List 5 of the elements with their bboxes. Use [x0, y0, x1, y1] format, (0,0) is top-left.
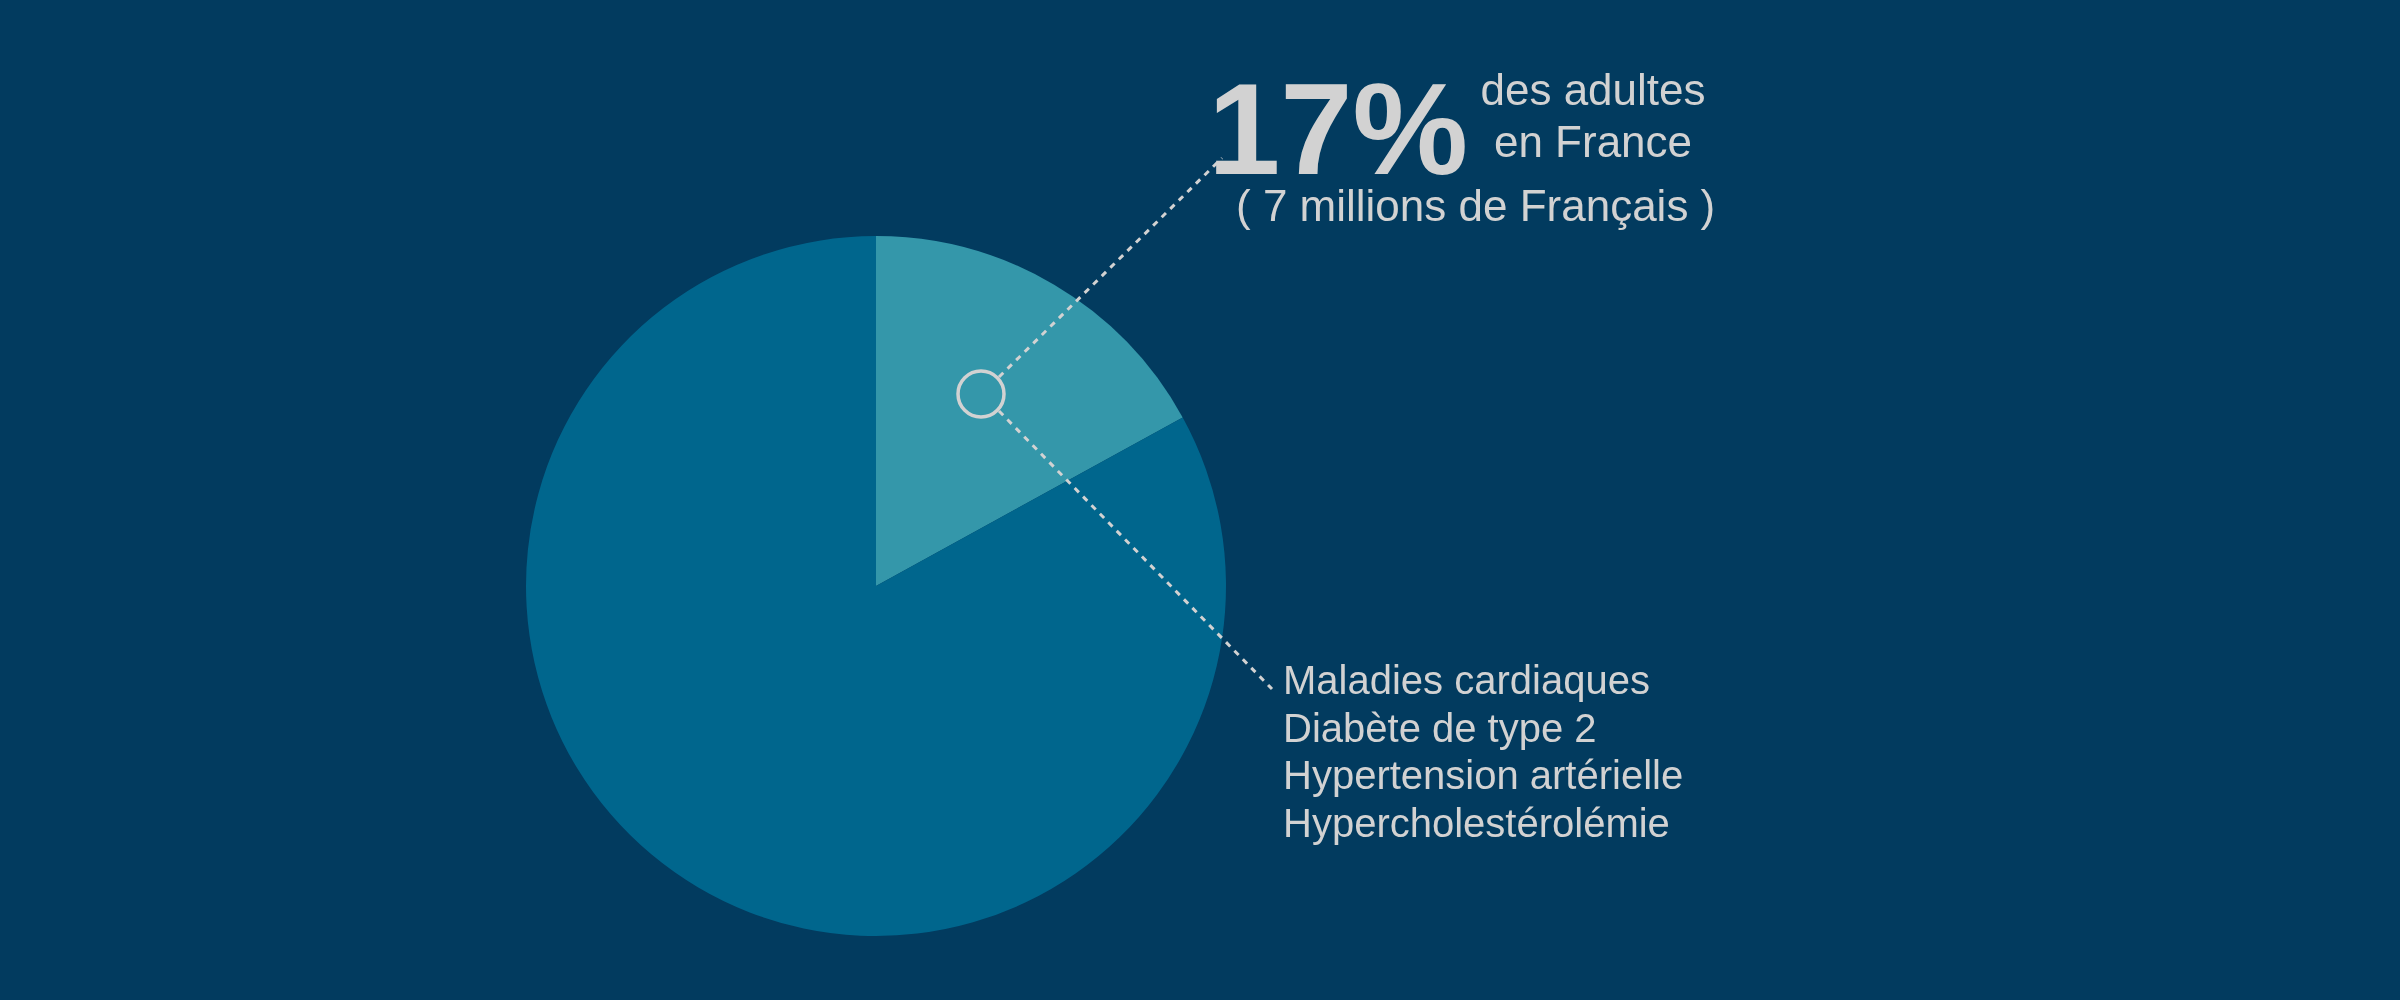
text: Maladies cardiaques	[1283, 657, 1650, 704]
text: Hypercholestérolémie	[1283, 799, 1670, 847]
text: Diabète de type 2	[1283, 704, 1597, 752]
text: des adultes en France	[1479, 64, 1707, 168]
text: Hypertension artérielle	[1283, 752, 1684, 799]
